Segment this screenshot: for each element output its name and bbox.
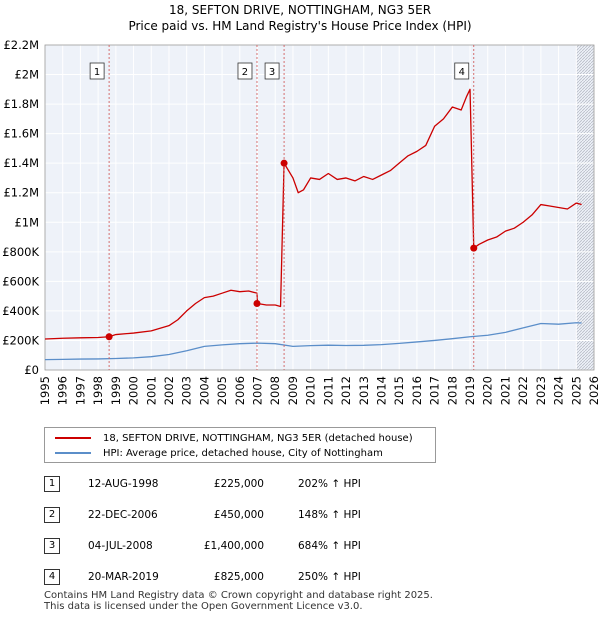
- transaction-price: £450,000: [213, 509, 264, 521]
- x-tick-label: 1995: [38, 376, 52, 405]
- x-tick-label: 2019: [463, 376, 477, 405]
- x-tick-label: 2010: [304, 376, 318, 405]
- transaction-row: 1 12-AUG-1998 £225,000 202% ↑ HPI: [44, 476, 584, 492]
- transaction-hpi: 148% ↑ HPI: [298, 509, 361, 521]
- y-tick-label: £1.8M: [3, 97, 39, 111]
- sale-label: 4: [459, 67, 465, 78]
- transaction-date: 22-DEC-2006: [88, 509, 158, 521]
- plot-background: [45, 45, 594, 370]
- sale-point: [470, 244, 478, 252]
- sale-label: 2: [242, 67, 248, 78]
- x-tick-label: 1996: [56, 376, 70, 405]
- sale-point: [253, 300, 261, 308]
- price-chart: £0 £200K £400K £600K £800K £1M £1.2M £1.4M £1.6M…: [2, 38, 600, 405]
- x-tick-label: 2018: [445, 376, 459, 405]
- chart-title-block: 18, SEFTON DRIVE, NOTTINGHAM, NG3 5ER Pr…: [0, 2, 600, 34]
- x-tick-label: 2023: [534, 376, 548, 405]
- transaction-price: £1,400,000: [203, 540, 264, 552]
- transaction-price: £225,000: [213, 478, 264, 490]
- x-tick-label: 2007: [251, 376, 265, 405]
- x-tick-label: 2020: [481, 376, 495, 405]
- x-tick-label: 2005: [215, 376, 229, 405]
- x-tick-label: 2025: [569, 376, 583, 405]
- chart-title: 18, SEFTON DRIVE, NOTTINGHAM, NG3 5ER: [168, 3, 432, 17]
- y-tick-label: £800K: [2, 245, 39, 259]
- y-tick-label: £1.2M: [3, 186, 39, 200]
- x-tick-label: 2008: [268, 376, 282, 405]
- x-tick-label: 2002: [162, 376, 176, 405]
- transaction-number: 4: [44, 569, 60, 585]
- transaction-row: 2 22-DEC-2006 £450,000 148% ↑ HPI: [44, 507, 584, 523]
- legend-swatch-hpi: [55, 452, 91, 454]
- transaction-hpi: 202% ↑ HPI: [298, 478, 361, 490]
- x-tick-label: 2006: [233, 376, 247, 405]
- x-tick-label: 2021: [498, 376, 512, 405]
- sale-point: [105, 333, 113, 341]
- legend: 18, SEFTON DRIVE, NOTTINGHAM, NG3 5ER (d…: [44, 427, 436, 463]
- y-tick-label: £600K: [2, 274, 39, 288]
- x-tick-label: 2011: [321, 376, 335, 405]
- x-tick-label: 2004: [197, 376, 211, 405]
- footer-copyright: Contains HM Land Registry data © Crown c…: [44, 590, 433, 601]
- y-tick-label: £0: [24, 363, 39, 377]
- hpi-line: [44, 322, 582, 361]
- x-tick-label: 2000: [127, 376, 141, 405]
- transaction-date: 20-MAR-2019: [88, 571, 159, 583]
- legend-label-property: 18, SEFTON DRIVE, NOTTINGHAM, NG3 5ER (d…: [103, 432, 413, 444]
- x-tick-label: 2016: [410, 376, 424, 405]
- y-tick-label: £1M: [14, 215, 39, 229]
- chart-subtitle: Price paid vs. HM Land Registry's House …: [128, 19, 472, 33]
- transaction-hpi: 250% ↑ HPI: [298, 571, 361, 583]
- y-tick-label: £2M: [14, 68, 39, 82]
- x-tick-label: 2001: [144, 376, 158, 405]
- x-tick-label: 2012: [339, 376, 353, 405]
- transaction-number: 2: [44, 507, 60, 523]
- sale-label: 3: [269, 67, 275, 78]
- property-price-line: [44, 88, 582, 340]
- x-tick-label: 1999: [109, 376, 123, 405]
- sale-point: [280, 159, 288, 167]
- y-tick-label: £2.2M: [3, 38, 39, 52]
- legend-item-property: 18, SEFTON DRIVE, NOTTINGHAM, NG3 5ER (d…: [55, 431, 413, 445]
- y-tick-label: £400K: [2, 304, 39, 318]
- transaction-row: 4 20-MAR-2019 £825,000 250% ↑ HPI: [44, 569, 584, 585]
- x-tick-label: 1997: [73, 376, 87, 405]
- x-tick-label: 2014: [374, 376, 388, 405]
- sale-label-box: [89, 62, 105, 80]
- transaction-number: 1: [44, 476, 60, 492]
- transaction-hpi: 684% ↑ HPI: [298, 540, 361, 552]
- footer: Contains HM Land Registry data © Crown c…: [44, 590, 433, 612]
- y-tick-label: £1.6M: [3, 127, 39, 141]
- sale-label: 1: [94, 67, 100, 78]
- x-tick-label: 2017: [428, 376, 442, 405]
- y-tick-label: £200K: [2, 333, 39, 347]
- y-tick-label: £1.4M: [3, 156, 39, 170]
- legend-swatch-property: [55, 437, 91, 439]
- sale-label-box: [237, 62, 253, 80]
- x-tick-label: 2003: [180, 376, 194, 405]
- sale-label-box: [454, 62, 470, 80]
- footer-licence: This data is licensed under the Open Gov…: [44, 601, 363, 612]
- x-tick-label: 1998: [91, 376, 105, 405]
- legend-label-hpi: HPI: Average price, detached house, City…: [103, 447, 383, 459]
- legend-item-hpi: HPI: Average price, detached house, City…: [55, 446, 383, 460]
- transaction-row: 3 04-JUL-2008 £1,400,000 684% ↑ HPI: [44, 538, 584, 554]
- transaction-date: 04-JUL-2008: [88, 540, 153, 552]
- x-tick-label: 2026: [587, 376, 600, 405]
- x-tick-label: 2022: [516, 376, 530, 405]
- plot-frame: [44, 44, 595, 371]
- x-tick-label: 2013: [357, 376, 371, 405]
- transaction-number: 3: [44, 538, 60, 554]
- forecast-hatch: [576, 45, 594, 370]
- x-tick-label: 2009: [286, 376, 300, 405]
- transaction-price: £825,000: [213, 571, 264, 583]
- x-tick-label: 2024: [552, 376, 566, 405]
- sale-label-box: [264, 62, 280, 80]
- x-tick-label: 2015: [392, 376, 406, 405]
- transaction-date: 12-AUG-1998: [88, 478, 159, 490]
